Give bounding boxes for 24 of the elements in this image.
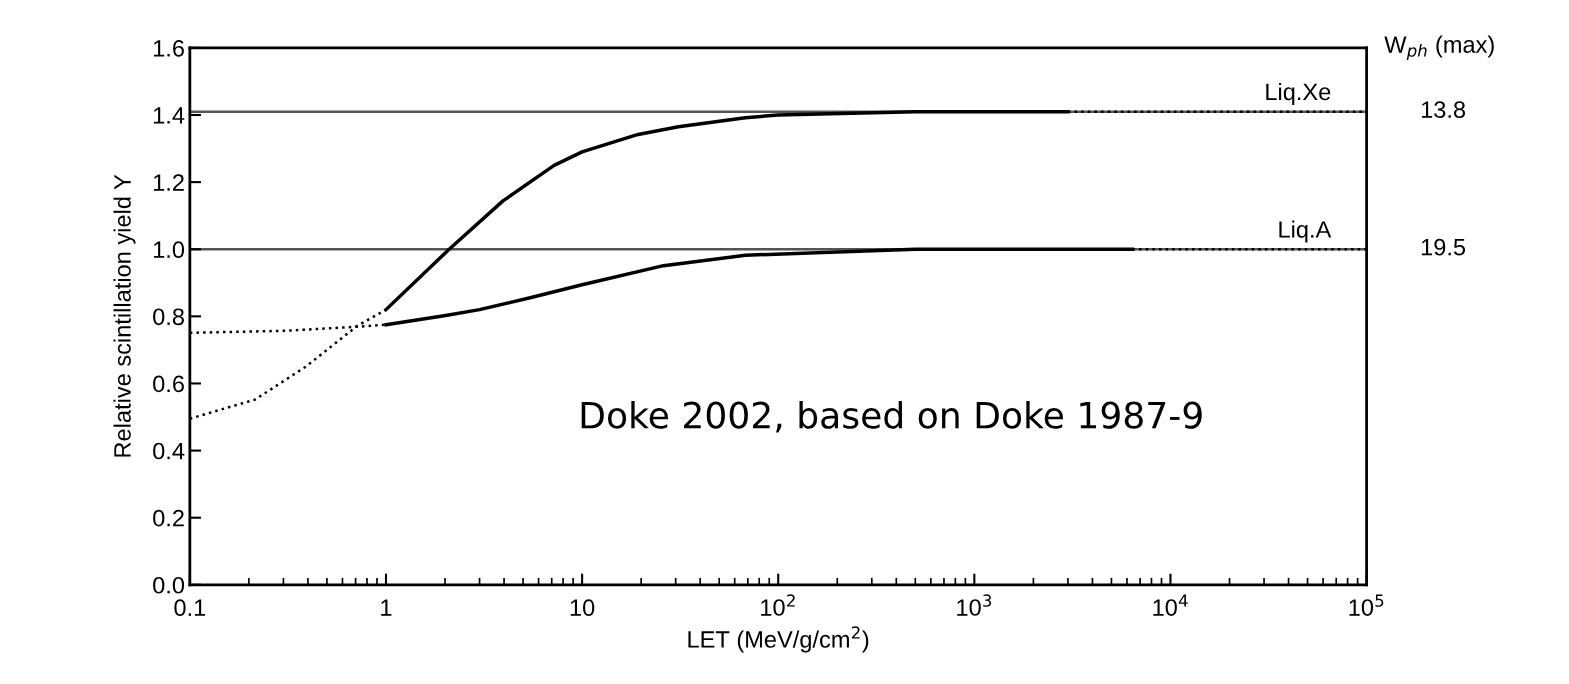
x-tick-label: 10$^{5}$ bbox=[1349, 594, 1384, 616]
y-axis-title: Relative scintillation yield Y bbox=[113, 174, 136, 457]
y-tick-label: 0.2 bbox=[153, 509, 184, 527]
y-tick-label: 1.0 bbox=[153, 241, 185, 259]
text: 19.5 bbox=[1421, 238, 1466, 256]
y-tick-label: 0.0 bbox=[153, 576, 185, 594]
x-tick-label: 10$^{4}$ bbox=[1153, 594, 1188, 616]
text: 13.8 bbox=[1421, 101, 1466, 118]
ref-line-label: Liq.A bbox=[1279, 220, 1332, 243]
y-tick-label: 1.6 bbox=[153, 39, 184, 57]
y-tick-label: 0.4 bbox=[153, 442, 185, 460]
x-tick-label: 10 bbox=[570, 599, 595, 617]
x-tick-label: 0.1 bbox=[174, 599, 206, 617]
y-tick-label: 0.8 bbox=[153, 308, 184, 326]
x-tick-label: 10$^{2}$ bbox=[761, 594, 795, 616]
text: W$_{ph}$ (max) bbox=[1384, 35, 1494, 61]
x-axis-title: LET (MeV/g/cm$^{2}$) bbox=[688, 626, 869, 653]
y-tick-label: 1.2 bbox=[153, 174, 184, 191]
annotation: Doke 2002, based on Doke 1987-9 bbox=[581, 400, 1202, 433]
ref-line-label: Liq.Xe bbox=[1266, 82, 1331, 105]
y-tick-label: 0.6 bbox=[153, 375, 184, 393]
x-tick-label: 1 bbox=[381, 599, 392, 616]
x-tick-label: 10$^{3}$ bbox=[957, 594, 992, 616]
y-tick-label: 1.4 bbox=[153, 107, 185, 124]
